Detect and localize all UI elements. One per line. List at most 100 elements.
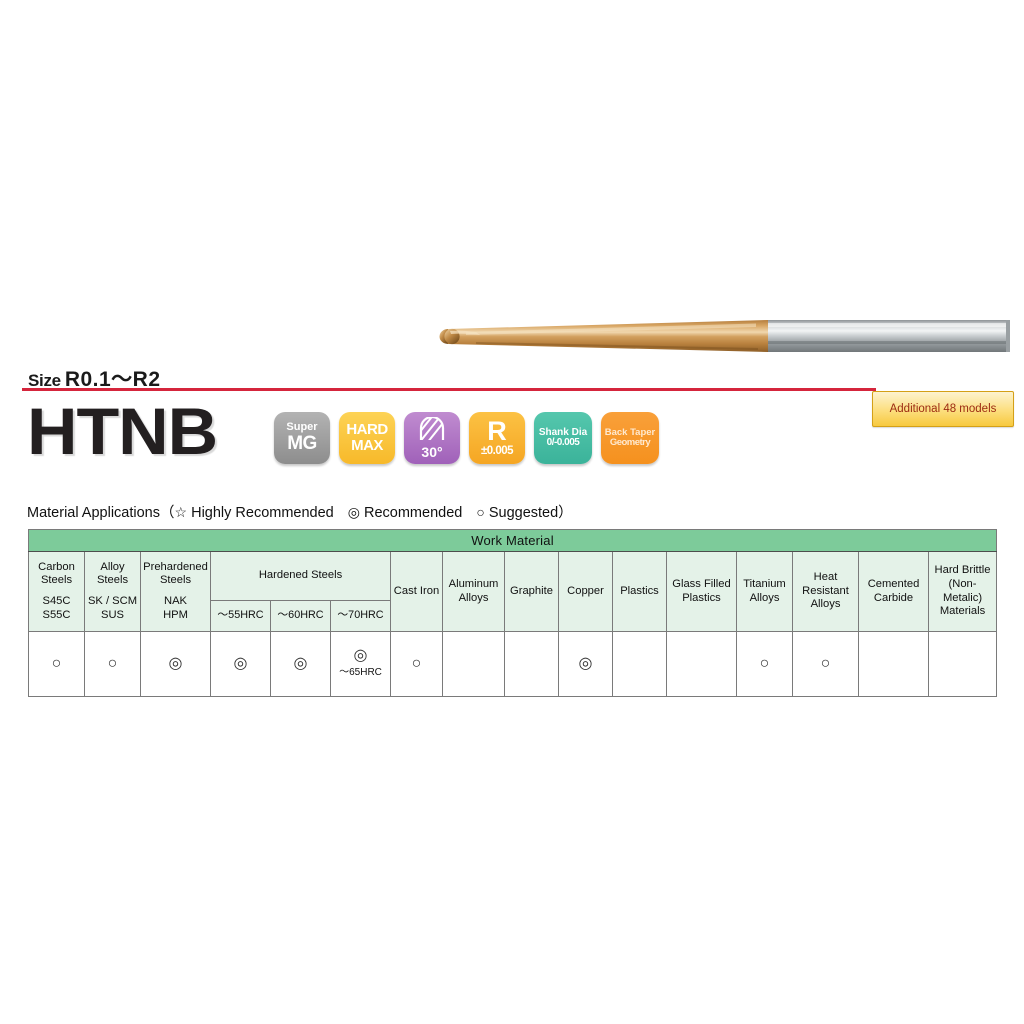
cell-hardened-55hrc: ◎	[210, 631, 271, 697]
shank-dia-badge: Shank Dia 0/-0.005	[534, 412, 592, 464]
prehardened-grade-1: NAK	[163, 595, 187, 607]
titanium-line2: Alloys	[749, 591, 780, 604]
carbon-grade-2: S55C	[42, 608, 71, 621]
rating-heat-resistant-alloys: ○	[820, 654, 831, 672]
header-carbon-steels: Carbon Steels S45C S55C	[28, 551, 85, 632]
red-divider-tail	[866, 388, 876, 391]
cell-aluminum-alloys	[442, 631, 505, 697]
header-cast-iron: Cast Iron	[390, 551, 443, 632]
legend-suggested: Suggested	[488, 505, 559, 521]
alloy-steels-line1: Alloy	[100, 560, 125, 573]
thirty-degree-badge: 30°	[404, 412, 460, 464]
carbide-line2: Carbide	[873, 591, 914, 604]
close-paren: ）	[558, 505, 573, 521]
feature-badge-row: Super MG HARD MAX 30°	[274, 412, 659, 464]
page-title: HTNB	[27, 394, 218, 468]
shank-dia-line2: 0/-0.005	[546, 437, 580, 448]
super-mg-line2: MG	[287, 432, 317, 454]
prehardened-line1: Prehardened	[143, 560, 208, 573]
heat-line3: Alloys	[810, 598, 841, 611]
cell-titanium-alloys: ○	[736, 631, 793, 697]
thirty-degree-label: 30°	[421, 443, 443, 460]
aluminum-line2: Alloys	[458, 591, 489, 604]
header-copper: Copper	[558, 551, 613, 632]
table-row: ○ ○ ◎ ◎ ◎ ◎ 〜65HRC ○ ◎ ○ ○	[28, 631, 998, 697]
header-hardened-steels-group: Hardened Steels	[210, 551, 391, 601]
hard-max-line2: MAX	[351, 437, 383, 454]
rating-hardened-70hrc-note: 〜65HRC	[339, 667, 382, 679]
alloy-grade-1: SK / SCM	[87, 595, 138, 607]
header-hard-brittle: Hard Brittle (Non-Metalic) Materials	[927, 551, 998, 632]
prehardened-line2: Steels	[159, 574, 192, 587]
alloy-steels-line2: Steels	[96, 574, 129, 587]
header-titanium-alloys: Titanium Alloys	[736, 551, 793, 632]
cell-prehardened-steels: ◎	[140, 631, 211, 697]
super-mg-line1: Super	[286, 421, 318, 434]
rating-copper: ◎	[578, 654, 593, 672]
cell-hard-brittle	[927, 631, 998, 697]
cell-hardened-60hrc: ◎	[270, 631, 331, 697]
work-material-table: Work Material Carbon Steels S45C S55C Al…	[27, 529, 998, 697]
gfp-line2: Plastics	[682, 591, 721, 604]
header-prehardened-steels: Prehardened Steels NAK HPM	[140, 551, 211, 632]
prehardened-grade-2: HPM	[163, 608, 188, 621]
gfp-line1: Glass Filled	[672, 577, 731, 590]
red-divider-rule	[22, 388, 867, 391]
size-value: R0.1〜R2	[64, 368, 161, 391]
size-label: Size	[28, 371, 61, 390]
cell-alloy-steels: ○	[84, 631, 141, 697]
header-hardened-70hrc: 〜70HRC	[330, 600, 391, 632]
cell-plastics	[612, 631, 667, 697]
carbon-grade-1: S45C	[42, 595, 71, 607]
carbon-steels-line1: Carbon	[38, 560, 75, 573]
heat-line1: Heat	[813, 571, 838, 584]
titanium-line1: Titanium	[743, 577, 786, 590]
rating-hardened-70hrc: ◎	[353, 647, 368, 665]
material-applications-title: Material Applications	[27, 505, 160, 521]
back-taper-badge: Back Taper Geometry	[601, 412, 659, 464]
header-aluminum-alloys: Aluminum Alloys	[442, 551, 505, 632]
header-heat-resistant-alloys: Heat Resistant Alloys	[792, 551, 859, 632]
header-plastics: Plastics	[612, 551, 667, 632]
back-taper-line1: Back Taper	[604, 427, 656, 439]
star-icon: ☆	[174, 504, 188, 520]
alloy-grade-2: SUS	[100, 608, 124, 621]
header-graphite: Graphite	[504, 551, 559, 632]
cell-hardened-70hrc: ◎ 〜65HRC	[330, 631, 391, 697]
back-taper-line2: Geometry	[609, 437, 651, 448]
heat-line2: Resistant	[802, 584, 849, 597]
brittle-line1: Hard Brittle	[934, 564, 991, 577]
arch-hatch-icon	[417, 415, 447, 446]
size-line: Size R0.1〜R2	[28, 363, 161, 393]
carbide-line1: Cemented	[867, 577, 920, 590]
cell-heat-resistant-alloys: ○	[792, 631, 859, 697]
rating-hardened-60hrc: ◎	[293, 654, 308, 672]
rating-alloy-steels: ○	[107, 654, 118, 672]
rating-carbon-steels: ○	[51, 654, 62, 672]
work-material-band: Work Material	[27, 529, 998, 552]
r-tolerance-line1: R	[487, 416, 507, 447]
cell-graphite	[504, 631, 559, 697]
brittle-line3: Materials	[939, 605, 986, 618]
cell-glass-filled-plastics	[666, 631, 737, 697]
rating-prehardened-steels: ◎	[168, 654, 183, 672]
legend-recommended: Recommended	[364, 505, 463, 521]
carbon-steels-line2: Steels	[40, 574, 73, 587]
header-hardened-60hrc: 〜60HRC	[270, 600, 331, 632]
cell-cast-iron: ○	[390, 631, 443, 697]
r-tolerance-badge: R ±0.005	[469, 412, 525, 464]
legend-highly-recommended: Highly Recommended	[191, 505, 334, 521]
cell-copper: ◎	[558, 631, 613, 697]
tool-photo	[436, 310, 1010, 362]
cell-cemented-carbide	[858, 631, 929, 697]
additional-models-label: Additional 48 models	[889, 403, 997, 415]
header-hardened-55hrc: 〜55HRC	[210, 600, 271, 632]
rating-titanium-alloys: ○	[759, 654, 770, 672]
r-tolerance-line2: ±0.005	[480, 444, 514, 457]
circle-icon: ○	[476, 504, 485, 520]
rating-cast-iron: ○	[411, 654, 422, 672]
brittle-line2: (Non-Metalic)	[942, 577, 983, 604]
header-cemented-carbide: Cemented Carbide	[858, 551, 929, 632]
double-circle-icon: ◎	[347, 504, 360, 520]
open-paren: （	[160, 505, 175, 521]
